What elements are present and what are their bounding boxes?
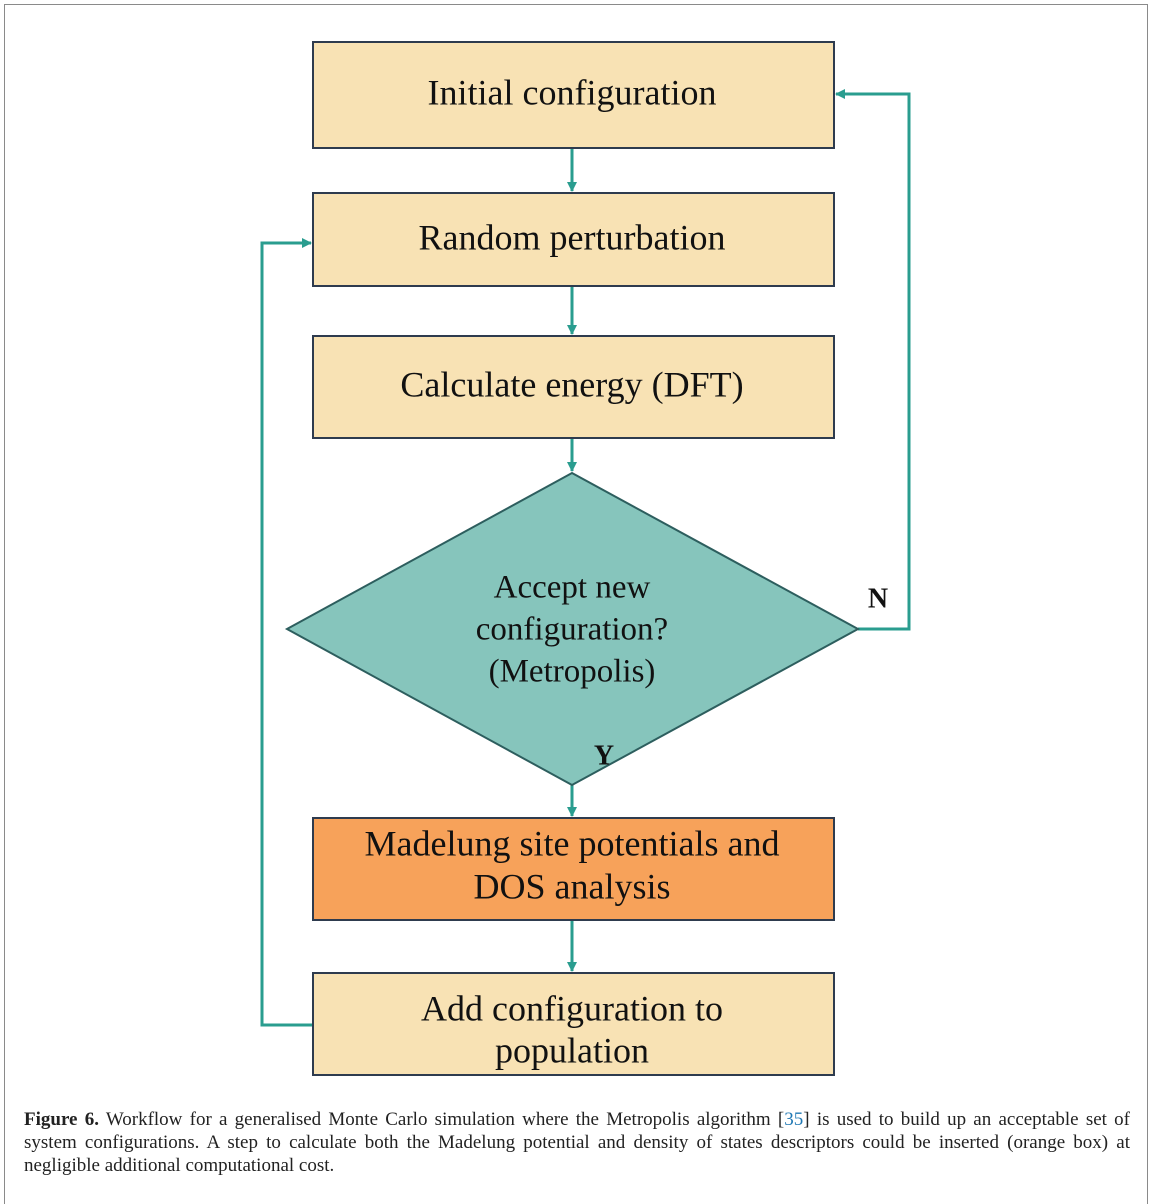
node-label: (Metropolis) (489, 654, 656, 690)
figure-frame (4, 4, 1148, 1204)
caption-label: Figure 6. (24, 1109, 99, 1130)
edge-label: N (868, 583, 888, 614)
process-box (312, 41, 835, 149)
node-label: Madelung site potentials and (365, 823, 780, 863)
citation[interactable]: 35 (784, 1109, 804, 1130)
process-box (312, 972, 835, 1076)
decision-diamond (284, 471, 861, 787)
node-label: population (495, 1030, 649, 1070)
highlight-box (312, 817, 835, 921)
process-box (312, 192, 835, 287)
node-label: Random perturbation (419, 217, 726, 257)
loop-arrow (260, 238, 313, 1027)
caption-text: Workflow for a generalised Monte Carlo s… (98, 1109, 785, 1130)
node-label: Initial configuration (428, 72, 717, 112)
node-label: Add configuration to (421, 988, 723, 1028)
node-label: Calculate energy (DFT) (400, 364, 743, 404)
node-label: configuration? (476, 612, 668, 648)
edge-label: Y (594, 740, 614, 771)
reject-arrow (835, 89, 911, 631)
caption-text: ] is used to build up an acceptable set … (24, 1109, 1130, 1176)
process-box (312, 335, 835, 439)
caption: Figure 6. Workflow for a generalised Mon… (24, 1108, 1130, 1177)
arrows (260, 89, 911, 1027)
node-label: DOS analysis (474, 866, 671, 906)
flowchart: Initial configuration Random perturbatio… (260, 41, 911, 1076)
node-label: Accept new (494, 570, 651, 606)
